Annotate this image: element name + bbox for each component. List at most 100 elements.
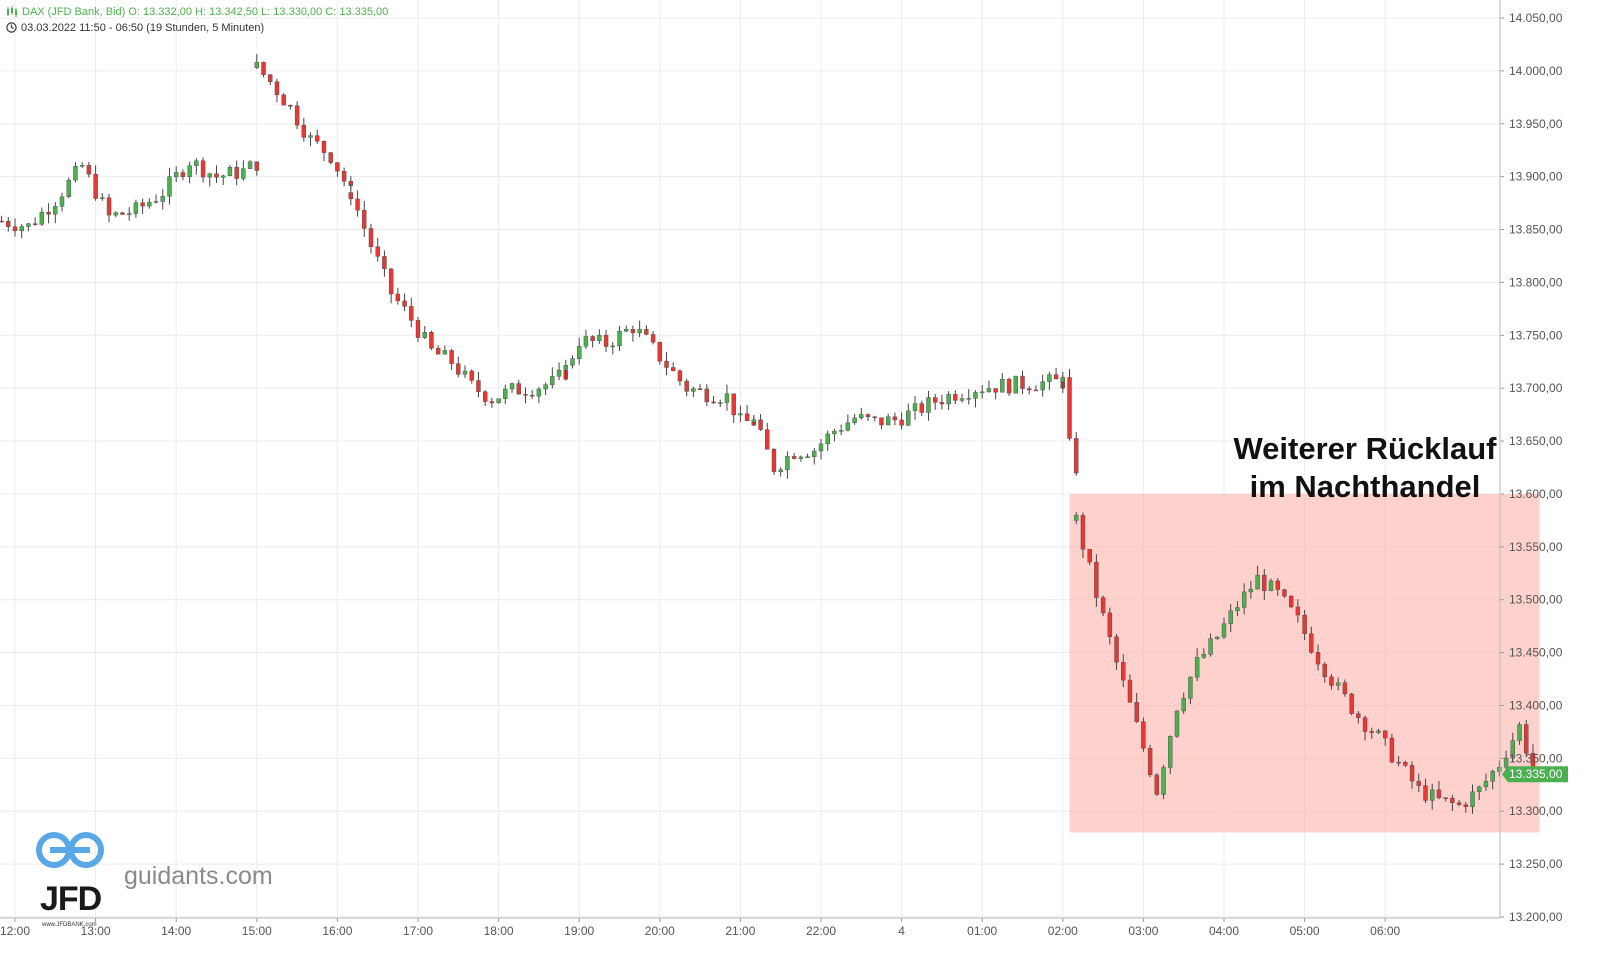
- candle-down: [435, 347, 441, 355]
- candle-down: [368, 228, 374, 248]
- y-tick-label: 13.700,00: [1509, 381, 1563, 395]
- candle-down: [1524, 724, 1529, 754]
- candle-up: [126, 213, 132, 215]
- candle-down: [1027, 388, 1032, 391]
- candle-up: [691, 388, 696, 392]
- x-tick-label: 4: [898, 924, 905, 938]
- chart-annotation: Weiterer Rücklauf im Nachthandel: [1200, 430, 1530, 506]
- annotation-line-2: im Nachthandel: [1249, 469, 1481, 504]
- candle-up: [1168, 736, 1173, 768]
- x-tick-label: 05:00: [1290, 924, 1320, 938]
- candle-down: [46, 211, 51, 215]
- y-tick-label: 13.800,00: [1509, 275, 1563, 289]
- y-tick-label: 13.750,00: [1509, 328, 1563, 342]
- candle-up: [1255, 574, 1260, 590]
- candle-down: [469, 370, 474, 381]
- candle-up: [624, 328, 629, 332]
- candle-up: [812, 450, 817, 457]
- candle-down: [288, 105, 293, 107]
- candle-down: [301, 124, 307, 138]
- candle-down: [93, 173, 98, 199]
- candle-up: [53, 206, 58, 215]
- candle-up: [1335, 682, 1341, 686]
- candle-down: [644, 329, 649, 335]
- candle-down: [1121, 661, 1126, 681]
- candle-up: [1174, 710, 1180, 737]
- candle-down: [892, 416, 898, 421]
- candle-up: [926, 397, 931, 413]
- axes: 14.050,00 14.000,00 13.950,00 13.900,00 13.8…: [0, 0, 1568, 938]
- candle-up: [308, 135, 313, 138]
- candle-up: [509, 383, 515, 390]
- candle-down: [335, 162, 340, 172]
- candle-down: [677, 370, 683, 382]
- range-text: 03.03.2022 11:50 - 06:50 (19 Stunden, 5 …: [21, 22, 265, 34]
- candle-up: [26, 223, 31, 227]
- candle-down: [261, 61, 266, 75]
- candle-up: [543, 384, 548, 390]
- x-tick-label: 03:00: [1128, 924, 1158, 938]
- x-tick-label: 06:00: [1370, 924, 1400, 938]
- x-tick-label: 16:00: [322, 924, 352, 938]
- candle-down: [1396, 761, 1401, 764]
- candle-up: [785, 456, 790, 470]
- candle-down: [1456, 802, 1462, 805]
- candle-up: [254, 61, 260, 68]
- candle-up: [1047, 374, 1052, 382]
- candle-up: [503, 388, 508, 399]
- candle-up: [1235, 607, 1240, 611]
- candle-down: [482, 391, 488, 402]
- candle-down: [1382, 730, 1388, 739]
- candles-icon: [7, 6, 17, 17]
- candle-down: [1282, 589, 1287, 597]
- candle-down: [106, 197, 112, 216]
- instrument-text: DAX (JFD Bank, Bid) O: 13.332,00 H: 13.3…: [22, 6, 389, 18]
- candle-up: [973, 392, 978, 399]
- candle-down: [1322, 663, 1327, 678]
- candle-up: [59, 196, 65, 207]
- x-tick-label: 12:00: [0, 924, 30, 938]
- candle-up: [1161, 767, 1166, 795]
- candle-up: [1483, 780, 1489, 788]
- candle-down: [1074, 438, 1079, 474]
- candle-down: [771, 449, 777, 473]
- candle-up: [147, 202, 152, 207]
- candle-up: [1248, 588, 1254, 593]
- candle-down: [697, 388, 703, 390]
- y-tick-label: 13.600,00: [1509, 487, 1563, 501]
- candle-down: [671, 367, 676, 371]
- candle-up: [845, 422, 851, 431]
- candle-down: [476, 380, 481, 392]
- candle-down: [1288, 595, 1294, 608]
- candle-up: [738, 413, 743, 416]
- candle-up: [1268, 580, 1274, 591]
- candle-down: [630, 328, 636, 334]
- candle-up: [207, 173, 212, 178]
- candle-down: [1389, 737, 1395, 763]
- candle-up: [597, 334, 602, 341]
- candle-up: [153, 201, 159, 203]
- x-tick-label: 02:00: [1048, 924, 1078, 938]
- candle-down: [1147, 748, 1153, 776]
- candle-down: [758, 419, 763, 430]
- candle-down: [765, 429, 770, 450]
- candle-down: [1463, 804, 1469, 807]
- candle-down: [1409, 765, 1415, 782]
- candle-down: [731, 393, 736, 416]
- brand-watermark: guidants.com: [124, 862, 273, 890]
- candle-up: [73, 166, 78, 181]
- candle-down: [1100, 597, 1106, 614]
- candle-up: [19, 226, 24, 232]
- x-tick-label: 15:00: [242, 924, 272, 938]
- candle-down: [214, 173, 219, 178]
- candle-up: [885, 416, 891, 426]
- candle-up: [221, 175, 226, 178]
- candle-down: [1275, 580, 1280, 590]
- candle-down: [1423, 785, 1428, 801]
- candle-down: [657, 341, 662, 362]
- candle-down: [281, 94, 286, 106]
- candle-down: [919, 403, 924, 413]
- y-tick-label: 13.950,00: [1509, 117, 1563, 131]
- candle-down: [529, 394, 535, 397]
- candle-up: [550, 376, 555, 385]
